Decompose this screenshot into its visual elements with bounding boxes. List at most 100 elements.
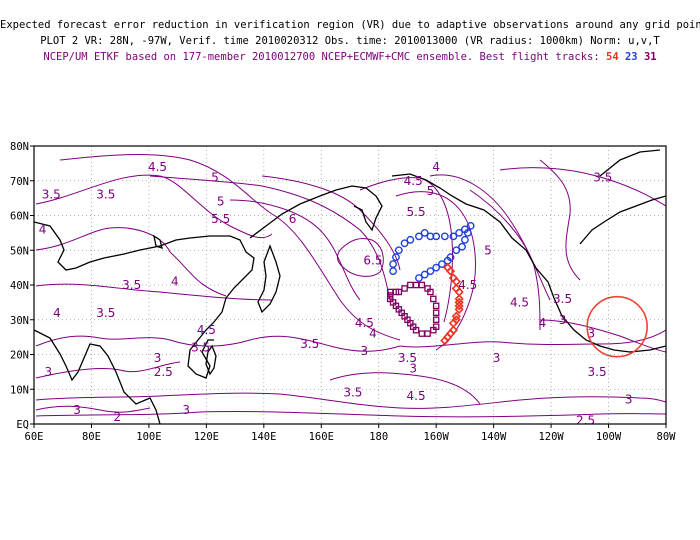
track-point-blue (440, 232, 449, 241)
track-point-purple (432, 309, 440, 317)
contour-label: 4.5 (355, 316, 374, 330)
x-tick-label: 120E (194, 431, 219, 443)
x-tick-label: 140W (481, 431, 507, 443)
contour-line (261, 175, 401, 271)
contour-line (329, 372, 481, 405)
x-tick-label: 160E (309, 431, 334, 443)
track-point-red (454, 294, 464, 304)
contour-label: 3 (559, 313, 567, 327)
x-tick-label: 160W (424, 431, 450, 443)
track-point-red (454, 297, 464, 308)
contour-label: 3.5 (42, 188, 61, 202)
contour-line (469, 189, 541, 331)
contour-line (229, 199, 361, 301)
track-point-blue (455, 228, 464, 237)
track-point-blue (420, 270, 429, 279)
x-tick-label: 100E (136, 431, 161, 443)
track-point-blue (400, 239, 409, 248)
contour-label: 3.5 (553, 292, 572, 306)
contour-label: 4.5 (148, 160, 167, 174)
contour-label: 5.5 (211, 212, 230, 226)
contour-label: 3.5 (398, 351, 417, 365)
contour-line (35, 283, 273, 301)
track-point-purple (432, 323, 440, 330)
coastline (579, 195, 666, 245)
track-point-red (451, 283, 461, 294)
contour-line (59, 154, 401, 341)
contour-line (35, 335, 401, 352)
track-point-blue (406, 235, 415, 244)
coastline (34, 329, 161, 424)
track-number-red: 54 (606, 51, 619, 63)
track-point-purple (432, 316, 440, 323)
contour-label: 3 (625, 393, 633, 407)
y-tick-label: 70N (10, 176, 29, 188)
contour-label: 4 (39, 222, 47, 236)
coastline (249, 185, 383, 239)
contour-label: 3.5 (191, 341, 210, 355)
track-point-blue (420, 228, 429, 237)
y-tick-label: 80N (10, 141, 29, 153)
track-point-purple (430, 295, 437, 303)
contour-label: 3.5 (300, 337, 319, 351)
track-point-red (448, 325, 459, 335)
contour-label: 3.5 (96, 188, 115, 202)
track-point-purple (401, 285, 408, 292)
x-tick-label: 140E (251, 431, 276, 443)
y-tick-label: 60N (10, 211, 29, 223)
philippines-coastline (205, 344, 217, 376)
coastline (599, 149, 661, 177)
lat-lon-grid (34, 146, 666, 424)
y-tick-label: 40N (10, 280, 29, 292)
track-point-red (454, 304, 464, 314)
track-point-blue (458, 242, 466, 251)
contour-label: 2 (113, 410, 121, 424)
contour-label: 3.5 (96, 306, 115, 320)
track-point-blue (449, 232, 458, 241)
track-point-purple (418, 330, 426, 337)
track-point-blue (394, 246, 403, 255)
contour-label: 4.5 (510, 295, 529, 309)
japan-coastline (257, 244, 281, 314)
verification-region (586, 295, 648, 358)
contour-line (35, 174, 273, 239)
contour-lines (35, 154, 666, 418)
contour-label: 4 (432, 160, 440, 174)
contour-label: 5 (427, 184, 435, 198)
contour-line (35, 410, 666, 418)
track-point-purple (424, 285, 431, 292)
contour-line (539, 159, 581, 281)
contour-line (429, 174, 551, 301)
contour-line (359, 177, 454, 323)
contour-label: 3.5 (593, 170, 612, 184)
contour-label: 3 (73, 403, 81, 417)
y-tick-label: 50N (10, 245, 29, 257)
track-point-purple (407, 281, 414, 289)
track-point-purple (418, 281, 426, 289)
track-point-purple (432, 302, 440, 310)
contour-line (336, 237, 384, 277)
y-tick-label: 10N (10, 384, 29, 396)
contour-label: 5.5 (407, 205, 426, 219)
lake-coastline (153, 234, 163, 249)
x-tick-label: 180 (369, 431, 388, 443)
title-line-3-text: NCEP/UM ETKF based on 177-member 2010012… (43, 51, 606, 63)
y-tick-label: EQ (16, 419, 29, 431)
contour-label: 3 (587, 327, 595, 341)
x-tick-label: 60E (25, 431, 44, 443)
contour-label: 4 (369, 327, 377, 341)
track-point-blue (415, 274, 423, 282)
contour-line (35, 227, 227, 297)
title-line-2: PLOT 2 VR: 28N, -97W, Verif. time 201002… (40, 35, 660, 47)
track-point-red (451, 315, 461, 325)
track-number-purple: 31 (643, 51, 657, 63)
contour-label: 3.5 (122, 278, 141, 292)
track-point-blue (466, 222, 475, 230)
x-tick-label: 80W (657, 431, 677, 443)
track-point-red (451, 311, 461, 321)
contour-label: 3 (361, 344, 369, 358)
contour-label: 4 (171, 275, 179, 289)
track-number-blue: 23 (624, 51, 638, 63)
track-point-blue (389, 260, 397, 269)
